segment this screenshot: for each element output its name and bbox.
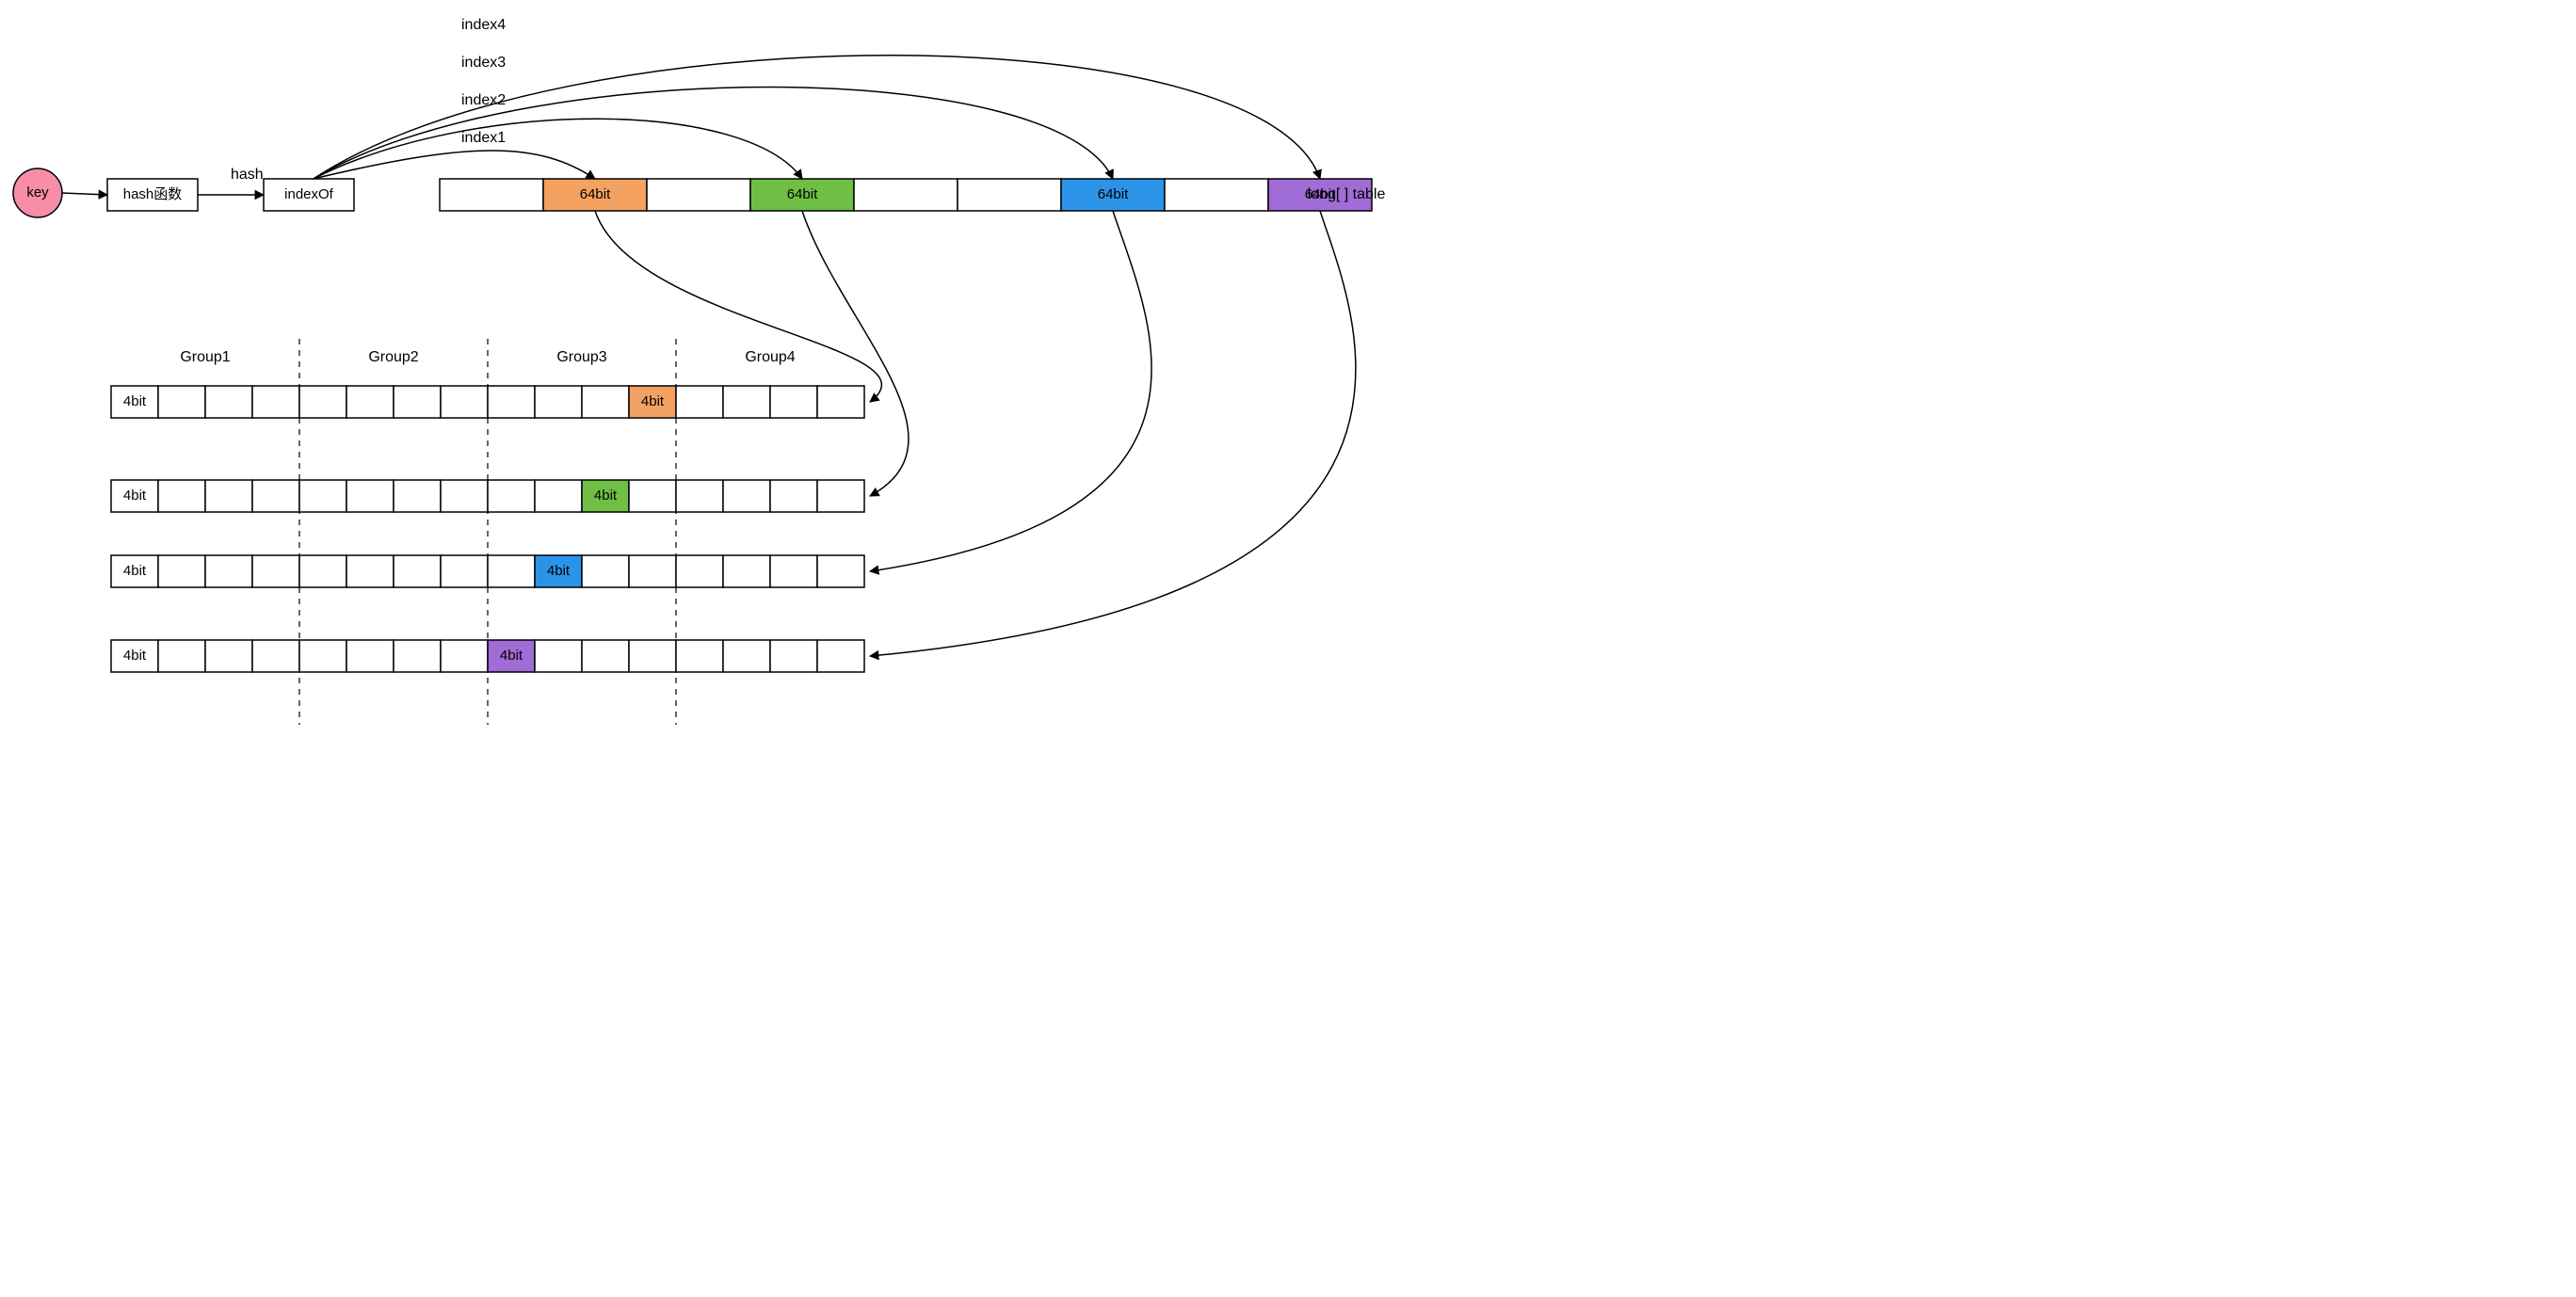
bitrow-cell <box>535 386 582 418</box>
bitrow-cell <box>205 480 252 512</box>
bitrow-cell <box>346 640 394 672</box>
bitrow-cell <box>488 386 535 418</box>
bitrow-cell <box>770 480 817 512</box>
bitrow-cell <box>676 386 723 418</box>
table-cell-label: 64bit <box>787 186 818 202</box>
bitrow-cell-label: 4bit <box>641 393 665 409</box>
bitrow-cell <box>817 480 864 512</box>
bitrow-cell-label: 4bit <box>594 488 618 504</box>
indexof-box-label: indexOf <box>284 186 334 202</box>
edge-hash-label: hash <box>231 167 264 183</box>
bitrow-cell <box>158 386 205 418</box>
index-arrow-label: index4 <box>461 17 506 33</box>
bitrow-cell <box>723 555 770 587</box>
group-label: Group4 <box>745 349 795 365</box>
edge-key-to-hash <box>62 193 107 195</box>
bitrow-cell <box>205 386 252 418</box>
bitrow-cell <box>346 555 394 587</box>
table-cell <box>1165 179 1268 211</box>
bitrow-cell <box>676 640 723 672</box>
bitrow-cell <box>158 555 205 587</box>
table-to-bitrow-arrow <box>595 211 881 402</box>
bitrow-cell <box>770 640 817 672</box>
bitrow-cell <box>817 555 864 587</box>
group-label: Group1 <box>180 349 230 365</box>
bitrow-cell <box>723 480 770 512</box>
bitrow-cell <box>770 386 817 418</box>
bitrow-cell <box>158 640 205 672</box>
index-arrow <box>314 56 1320 179</box>
bitrow-cell <box>252 555 299 587</box>
table-label: long[ ] table <box>1308 186 1386 202</box>
bitrow-cell-label: 4bit <box>123 563 147 579</box>
bitrow-cell <box>252 386 299 418</box>
table-cell <box>958 179 1061 211</box>
bitrow-cell <box>441 555 488 587</box>
bitrow-cell <box>299 555 346 587</box>
hash-box-label: hash函数 <box>123 186 183 202</box>
bitrow-cell-label: 4bit <box>123 648 147 664</box>
table-cell <box>854 179 958 211</box>
bitrow-cell <box>629 555 676 587</box>
bitrow-cell <box>535 640 582 672</box>
bitrow-cell <box>582 386 629 418</box>
bitrow-cell <box>676 555 723 587</box>
bitrow-cell-label: 4bit <box>547 563 571 579</box>
bitrow-cell-label: 4bit <box>500 648 523 664</box>
index-arrow-label: index3 <box>461 55 506 71</box>
bitrow-cell <box>205 640 252 672</box>
bitrow-cell <box>582 640 629 672</box>
bitrow-cell <box>817 386 864 418</box>
bitrow-cell <box>299 480 346 512</box>
bitrow-cell <box>582 555 629 587</box>
group-label: Group2 <box>368 349 418 365</box>
bitrow-cell-label: 4bit <box>123 488 147 504</box>
bitrow-cell <box>723 640 770 672</box>
bitrow-cell-label: 4bit <box>123 393 147 409</box>
bitrow-cell <box>346 480 394 512</box>
bitrow-cell <box>299 386 346 418</box>
bitrow-cell <box>394 640 441 672</box>
bitrow-cell <box>535 480 582 512</box>
bitrow-cell <box>252 480 299 512</box>
table-to-bitrow-arrow <box>870 211 1151 571</box>
bitrow-cell <box>441 640 488 672</box>
bitrow-cell <box>441 480 488 512</box>
bitrow-cell <box>394 480 441 512</box>
bitrow-cell <box>817 640 864 672</box>
table-cell <box>440 179 543 211</box>
group-label: Group3 <box>556 349 606 365</box>
index-arrow <box>314 119 802 179</box>
bitrow-cell <box>158 480 205 512</box>
bitrow-cell <box>394 386 441 418</box>
table-cell <box>647 179 750 211</box>
bitrow-cell <box>770 555 817 587</box>
bitrow-cell <box>252 640 299 672</box>
index-arrow-label: index1 <box>461 130 506 146</box>
bitrow-cell <box>723 386 770 418</box>
key-label: key <box>26 184 49 200</box>
bitrow-cell <box>299 640 346 672</box>
table-to-bitrow-arrow <box>870 211 1356 656</box>
table-cell-label: 64bit <box>1098 186 1129 202</box>
index-arrow <box>314 88 1113 180</box>
bitrow-cell <box>205 555 252 587</box>
bitrow-cell <box>488 555 535 587</box>
diagram-root: keyhash函数indexOfhash64bit64bit64bit64bit… <box>0 0 1469 734</box>
bitrow-cell <box>441 386 488 418</box>
bitrow-cell <box>629 480 676 512</box>
table-to-bitrow-arrow <box>802 211 909 496</box>
bitrow-cell <box>488 480 535 512</box>
bitrow-cell <box>629 640 676 672</box>
bitrow-cell <box>394 555 441 587</box>
index-arrow-label: index2 <box>461 92 506 108</box>
table-cell-label: 64bit <box>580 186 611 202</box>
bitrow-cell <box>676 480 723 512</box>
bitrow-cell <box>346 386 394 418</box>
